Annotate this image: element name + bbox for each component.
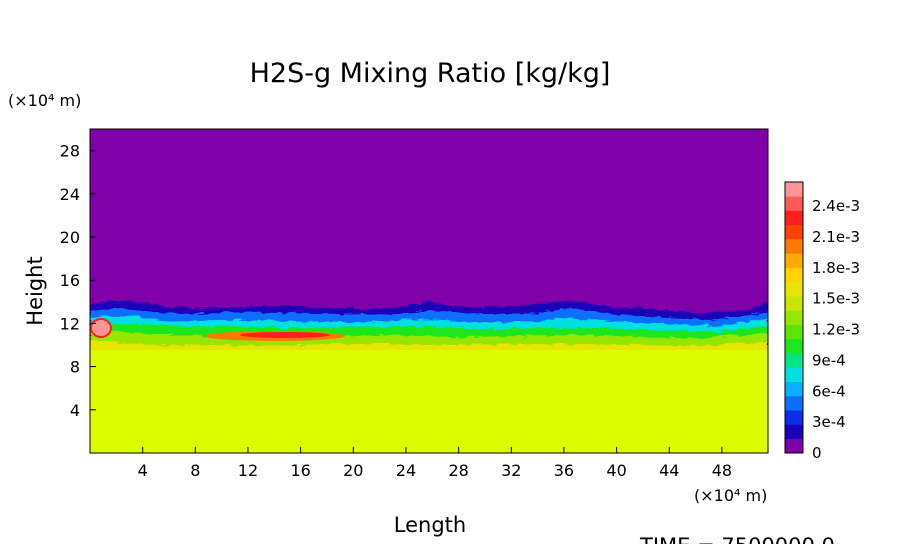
colorbar-swatch (785, 267, 803, 283)
x-tick-label: 28 (448, 461, 468, 480)
colorbar-label: 6e-4 (812, 382, 846, 400)
colorbar-swatch (785, 324, 803, 340)
x-tick-label: 8 (190, 461, 200, 480)
y-tick-label: 8 (70, 358, 80, 377)
colorbar-labels: 2.4e-3 2.1e-3 1.8e-3 1.5e-3 1.2e-3 9e-4 6e-4 3e… (812, 197, 860, 462)
x-tick-label: 24 (396, 461, 416, 480)
x-tick-label: 20 (343, 461, 363, 480)
colorbar-swatch (785, 239, 803, 254)
x-axis-label: Length (394, 513, 466, 537)
colorbar-label: 9e-4 (812, 351, 846, 369)
x-tick-label: 4 (138, 461, 148, 480)
plot-area (89, 128, 769, 454)
x-tick-label: 36 (554, 461, 574, 480)
colorbar-label: 1.8e-3 (812, 259, 860, 277)
plot-frame (89, 128, 769, 454)
colorbar-swatch (785, 338, 803, 354)
colorbar-label: 1.5e-3 (812, 290, 860, 308)
colorbar-swatch (785, 281, 803, 297)
colorbar-swatch (785, 210, 803, 226)
y-tick-label: 16 (60, 271, 80, 290)
colorbar-label: 2.1e-3 (812, 228, 860, 246)
colorbar-swatch (785, 438, 803, 454)
y-tick-label: 4 (70, 401, 80, 420)
hotspot-inlet (90, 318, 112, 338)
chart-title: H2S-g Mixing Ratio [kg/kg] (250, 58, 611, 89)
colorbar-swatch (785, 196, 803, 211)
colorbar-swatch (785, 310, 803, 325)
colorbar-swatch (785, 395, 803, 411)
colorbar-label: 3e-4 (812, 413, 846, 431)
colorbar-label: 1.2e-3 (812, 321, 860, 339)
lower-region (90, 350, 768, 453)
x-tick-label: 40 (606, 461, 626, 480)
y-tick-label: 28 (60, 142, 80, 161)
y-axis-label: Height (23, 256, 47, 325)
y-tick-label: 12 (60, 314, 80, 333)
x-tick-label: 44 (659, 461, 679, 480)
y-tick-label: 20 (60, 228, 80, 247)
y-tick-label: 24 (60, 185, 80, 204)
x-tick-label: 16 (290, 461, 310, 480)
colorbar-label: 0 (812, 444, 822, 462)
colorbar-swatch (785, 296, 803, 311)
colorbar-frame (784, 181, 804, 454)
colorbar-swatch (785, 182, 803, 197)
colorbar-label: 2.4e-3 (812, 197, 860, 215)
colorbar (784, 181, 804, 454)
colorbar-swatch (785, 367, 803, 382)
colorbar-swatch (785, 353, 803, 368)
x-tick-label: 32 (501, 461, 521, 480)
time-label: TIME = 7500000.0 (639, 534, 835, 544)
colorbar-swatch (785, 410, 803, 425)
colorbar-swatch (785, 253, 803, 268)
y-axis-unit: (×10⁴ m) (8, 91, 81, 110)
x-axis-ticks: 4 8 12 16 20 24 28 32 36 40 44 48 (138, 447, 732, 480)
colorbar-swatch (785, 224, 803, 240)
x-tick-label: 12 (238, 461, 258, 480)
x-axis-unit: (×10⁴ m) (694, 486, 767, 505)
hotspot-red (240, 332, 330, 338)
colorbar-swatch (785, 381, 803, 397)
x-tick-label: 48 (712, 461, 732, 480)
y-axis-ticks: 4 8 12 16 20 24 28 (60, 142, 96, 420)
colorbar-swatch (785, 424, 803, 440)
